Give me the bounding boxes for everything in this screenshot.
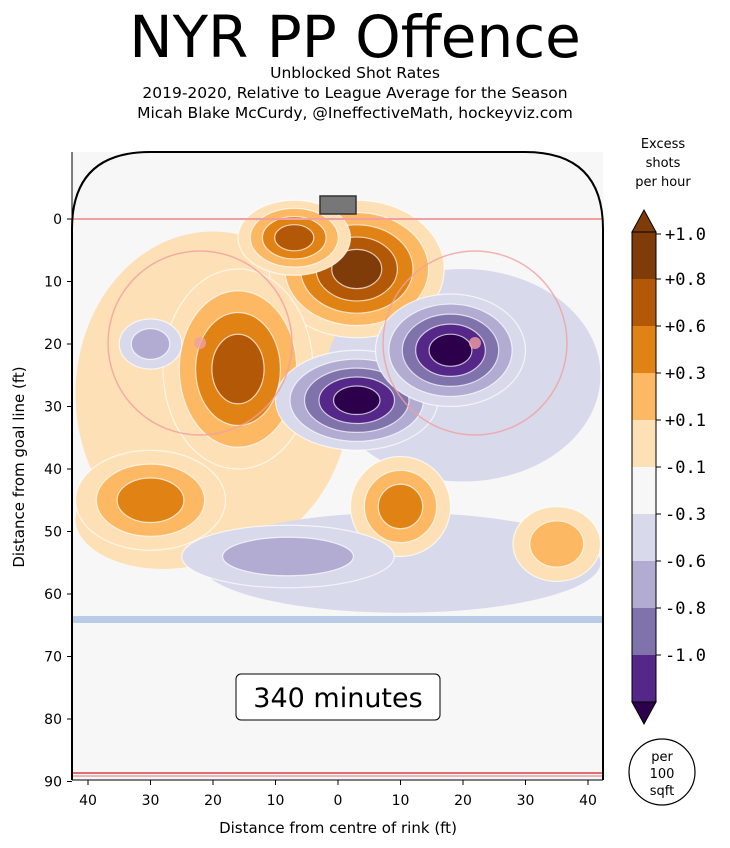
colorbar-band <box>632 655 656 703</box>
subtitle-line-2: 2019-2020, Relative to League Average fo… <box>142 84 568 102</box>
heatmap-layer <box>74 199 602 613</box>
chart-title: NYR PP Offence <box>129 3 581 71</box>
per-area-line-2: 100 <box>650 767 675 782</box>
minutes-label: 340 minutes <box>253 683 422 714</box>
colorbar-title-line-2: shots <box>646 156 681 171</box>
x-tick-label: 30 <box>517 793 535 809</box>
colorbar-tick-label: +0.8 <box>665 270 706 290</box>
x-tick-label: 20 <box>454 793 472 809</box>
heatmap-contour <box>377 483 424 530</box>
colorbar-bottom-arrow <box>631 701 657 726</box>
blue-line <box>72 616 603 623</box>
x-tick-label: 40 <box>79 793 97 809</box>
colorbar-band <box>632 514 656 562</box>
x-tick-label: 10 <box>392 793 410 809</box>
y-axis-ticks: 0 10 20 30 40 50 60 70 80 90 <box>44 212 72 791</box>
x-tick-label: 30 <box>142 793 160 809</box>
goal-net <box>319 195 357 215</box>
per-area-circle <box>628 738 696 806</box>
subtitle-line-3: Micah Blake McCurdy, @IneffectiveMath, h… <box>137 104 573 122</box>
colorbar-tick-label: +0.6 <box>665 317 706 337</box>
y-tick-label: 10 <box>44 275 62 291</box>
y-tick-label: 50 <box>44 525 62 541</box>
y-tick-label: 0 <box>53 212 62 228</box>
colorbar <box>631 208 657 726</box>
y-tick-label: 20 <box>44 337 62 353</box>
colorbar-band <box>632 561 656 609</box>
heatmap-contour <box>428 333 473 367</box>
heatmap-contour <box>529 520 585 568</box>
colorbar-tick-label: +1.0 <box>665 225 706 245</box>
colorbar-title-line-1: Excess <box>641 137 686 152</box>
minutes-box <box>235 673 441 721</box>
heatmap-contour <box>332 385 381 416</box>
colorbar-title-line-3: per hour <box>635 175 691 190</box>
colorbar-tick-label: -0.3 <box>665 505 706 525</box>
left-faceoff-dot <box>194 337 206 349</box>
y-axis-label: Distance from goal line (ft) <box>10 366 28 567</box>
y-tick-label: 90 <box>44 775 62 791</box>
heatmap-contour <box>211 333 265 405</box>
colorbar-tick-label: -1.0 <box>665 646 706 666</box>
colorbar-band <box>632 467 656 515</box>
per-area-line-1: per <box>651 750 673 765</box>
heatmap-contour <box>116 477 185 524</box>
colorbar-tick-label: -0.8 <box>665 599 706 619</box>
colorbar-top-arrow <box>631 208 657 233</box>
per-area-line-3: sqft <box>650 784 674 799</box>
heatmap-contour <box>130 328 171 360</box>
x-tick-label: 40 <box>579 793 597 809</box>
right-faceoff-dot <box>469 337 481 349</box>
x-tick-label: 10 <box>267 793 285 809</box>
colorbar-band <box>632 279 656 327</box>
heatmap-contour <box>274 224 315 252</box>
y-tick-label: 30 <box>44 400 62 416</box>
colorbar-band <box>632 608 656 656</box>
x-axis-label: Distance from centre of rink (ft) <box>219 819 457 837</box>
right-faceoff-circle <box>382 250 568 436</box>
colorbar-tick-label: +0.1 <box>665 411 706 431</box>
colorbar-band <box>632 326 656 374</box>
y-tick-label: 80 <box>44 712 62 728</box>
x-tick-label: 20 <box>204 793 222 809</box>
y-tick-label: 60 <box>44 587 62 603</box>
heatmap-contour <box>222 536 354 577</box>
colorbar-ticks: +1.0 +0.8 +0.6 +0.3 +0.1 -0.1 -0.3 -0.6 -0.8 -1.0 <box>656 225 706 666</box>
colorbar-tick-label: -0.6 <box>665 552 706 572</box>
colorbar-band <box>632 232 656 280</box>
colorbar-tick-label: +0.3 <box>665 364 706 384</box>
colorbar-band <box>632 373 656 421</box>
y-tick-label: 70 <box>44 650 62 666</box>
colorbar-tick-label: -0.1 <box>665 458 706 478</box>
left-faceoff-circle <box>107 250 293 436</box>
rink-boards <box>71 151 604 780</box>
colorbar-band <box>632 420 656 468</box>
y-tick-label: 40 <box>44 462 62 478</box>
rink-markings <box>71 151 604 780</box>
colorbar-title: Excess shots per hour <box>635 137 691 190</box>
heatmap-contour <box>331 248 383 290</box>
subtitle-line-1: Unblocked Shot Rates <box>270 64 440 82</box>
x-tick-label: 0 <box>334 793 343 809</box>
x-axis-ticks: 40 30 20 10 0 10 20 30 40 <box>79 780 597 809</box>
